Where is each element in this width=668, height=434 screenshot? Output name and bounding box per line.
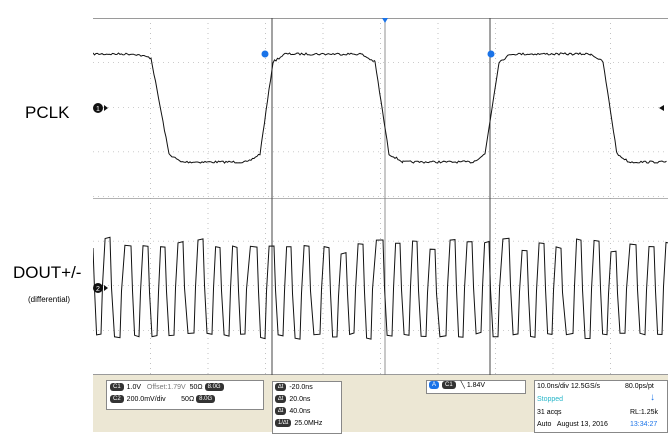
svg-text:2: 2 <box>96 286 100 293</box>
ch2-readout[interactable]: C2 200.0mV/div 50Ω 8.0G <box>110 395 218 405</box>
run-status[interactable]: Stopped <box>537 396 564 403</box>
trigger-a-tag: A <box>429 381 440 390</box>
ch1-offset: Offset:1.79V <box>146 384 186 391</box>
pclk-trace <box>92 52 667 164</box>
waveform-canvas: 1 2 <box>92 18 668 375</box>
cursor-marker-a[interactable] <box>261 50 269 58</box>
waveform-display[interactable]: 1 2 <box>92 18 668 375</box>
record-length: RL:1.25k <box>630 409 659 416</box>
trigger-source-tag: C1 <box>442 381 456 390</box>
ch1-impedance: 50Ω <box>189 384 203 391</box>
trigger-level: 1.84V <box>466 382 486 389</box>
acquisition-box[interactable] <box>534 380 668 433</box>
ch2-impedance: 50Ω <box>181 396 195 403</box>
pclk-label: PCLK <box>25 103 70 122</box>
ch1-scale: 1.0V <box>126 384 142 391</box>
dout-trace <box>92 236 668 340</box>
date: August 13, 2016 <box>556 421 608 428</box>
date-row: Auto August 13, 2016 <box>537 420 608 430</box>
ch2-ground-marker[interactable]: 2 <box>93 283 108 293</box>
ch2-tag: C2 <box>110 395 124 404</box>
ch1-readout[interactable]: C1 1.0V Offset:1.79V 50Ω 8.0G <box>110 383 227 393</box>
trigger-mode: Auto <box>537 421 552 428</box>
ch1-bw: 8.0G <box>204 383 224 392</box>
sample-rate: 12.5GS/s <box>570 383 601 390</box>
cursor-marker-b[interactable] <box>487 50 495 58</box>
ch1-tag: C1 <box>110 383 124 392</box>
time: 13:34:27 <box>630 421 658 428</box>
timebase-row: 10.0ns/div 12.5GS/s <box>537 382 600 392</box>
trigger-position-marker[interactable] <box>382 18 388 23</box>
ch1-ground-marker[interactable]: 1 <box>93 103 108 113</box>
svg-text:1: 1 <box>96 106 100 113</box>
measurement-row: ∆t 40.0ns <box>275 407 310 417</box>
resolution: 80.0ps/pt <box>625 383 654 390</box>
trigger-readout: A C1 ╲ 1.84V <box>429 381 485 391</box>
ch2-bw: 8.0G <box>196 395 216 404</box>
differential-label: (differential) <box>28 295 71 304</box>
channel-settings-box[interactable] <box>106 380 264 410</box>
measurement-row: ∆t -20.0ns <box>275 383 313 393</box>
measurement-row: ∆t 20.0ns <box>275 395 310 405</box>
trigger-slope-icon: ╲ <box>460 382 465 389</box>
download-icon[interactable]: ↓ <box>650 392 655 403</box>
dout-label: DOUT+/- <box>13 263 82 282</box>
acq-count: 31 acqs <box>537 409 562 416</box>
trigger-level-arrow[interactable] <box>659 105 664 111</box>
timebase: 10.0ns/div <box>537 383 569 390</box>
ch2-scale: 200.0mV/div <box>126 396 166 403</box>
measurement-row: 1/∆t 25.0MHz <box>275 419 322 429</box>
